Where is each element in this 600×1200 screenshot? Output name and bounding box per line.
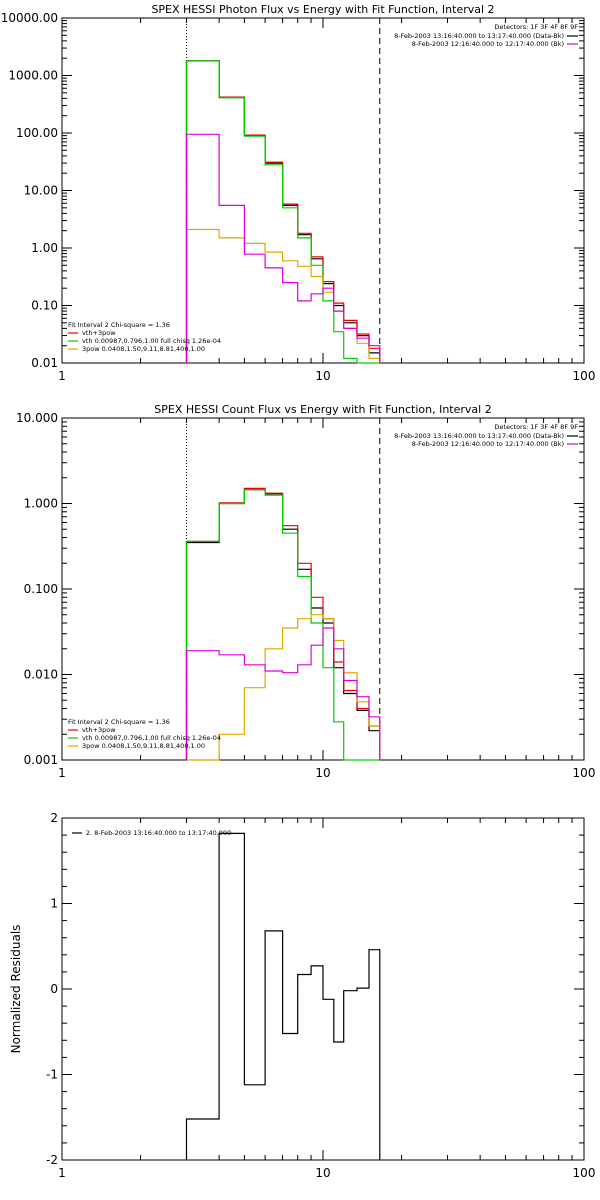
x-tick-label: 10: [315, 369, 330, 383]
x-tick-label: 10: [315, 766, 330, 780]
legend-entry-label: 3pow 0.0408,1.50,9.11,8.81,400,1.00: [82, 345, 205, 353]
y-tick-label: 1: [50, 897, 58, 911]
legend-entry-label: vth+3pow: [82, 329, 116, 337]
legend-detectors: Detectors: 1F 3F 4F 8F 9F: [494, 23, 578, 31]
series-bk: [185, 627, 381, 760]
plot-frame: [61, 417, 585, 761]
x-tick-label: 100: [573, 766, 596, 780]
x-tick-label: 1: [58, 766, 66, 780]
series-3pow: [186, 614, 381, 761]
legend-entry-label: 2. 8-Feb-2003 13:16:40.000 to 13:17:40.0…: [86, 829, 231, 837]
legend-entry-label: 8-Feb-2003 13:16:40.000 to 13:17:40.000 …: [394, 32, 564, 40]
y-tick-label: -1: [46, 1068, 58, 1082]
legend-entry-label: 8-Feb-2003 12:16:40.000 to 12:17:40.000 …: [412, 40, 564, 48]
y-axis-label: Normalized Residuals: [9, 925, 23, 1054]
x-tick-label: 100: [573, 1166, 596, 1180]
x-tick-label: 10: [315, 1166, 330, 1180]
x-tick-label: 1: [58, 1166, 66, 1180]
series-vth-3pow: [185, 60, 381, 363]
x-tick-label: 1: [58, 369, 66, 383]
legend-entry-label: 8-Feb-2003 13:16:40.000 to 13:17:40.000 …: [394, 432, 564, 440]
series-bk: [185, 133, 381, 363]
y-tick-label: 0.01: [31, 356, 58, 370]
y-tick-label: 0.010: [24, 668, 58, 682]
y-tick-label: 0.100: [24, 582, 58, 596]
y-tick-label: 10000.00: [1, 11, 58, 25]
series-vth: [185, 489, 380, 761]
legend-entry-label: vth+3pow: [82, 726, 116, 734]
y-tick-label: 10.000: [16, 411, 58, 425]
legend-entry-label: vth 0.00987,0.796,1.00 full chisq 1.26e-…: [82, 734, 221, 742]
y-tick-label: 1.00: [31, 241, 58, 255]
y-tick-label: 2: [50, 811, 58, 825]
y-tick-label: 0: [50, 982, 58, 996]
series-data-bk: [185, 60, 381, 363]
y-tick-label: 10.00: [24, 184, 58, 198]
legend-entry-label: vth 0.00987,0.796,1.00 full chisq 1.26e-…: [82, 337, 221, 345]
x-tick-label: 100: [573, 369, 596, 383]
legend-fit-header: Fit Interval 2 Chi-square = 1.36: [68, 718, 170, 726]
y-tick-label: 0.001: [24, 753, 58, 767]
y-tick-label: 0.10: [31, 299, 58, 313]
series-vth: [185, 60, 380, 364]
y-tick-label: 1000.00: [8, 69, 58, 83]
series-residuals: [185, 832, 381, 1160]
legend-fit-header: Fit Interval 2 Chi-square = 1.36: [68, 321, 170, 329]
legend-entry-label: 3pow 0.0408,1.50,9.11,8.81,400,1.00: [82, 742, 205, 750]
legend-detectors: Detectors: 1F 3F 4F 8F 9F: [494, 423, 578, 431]
chart-title: SPEX HESSI Count Flux vs Energy with Fit…: [154, 403, 491, 416]
y-tick-label: -2: [46, 1153, 58, 1167]
y-tick-label: 1.000: [24, 497, 58, 511]
y-tick-label: 100.00: [16, 126, 58, 140]
plot-frame: [61, 17, 585, 364]
legend-entry-label: 8-Feb-2003 12:16:40.000 to 12:17:40.000 …: [412, 440, 564, 448]
chart-title: SPEX HESSI Photon Flux vs Energy with Fi…: [151, 3, 494, 16]
